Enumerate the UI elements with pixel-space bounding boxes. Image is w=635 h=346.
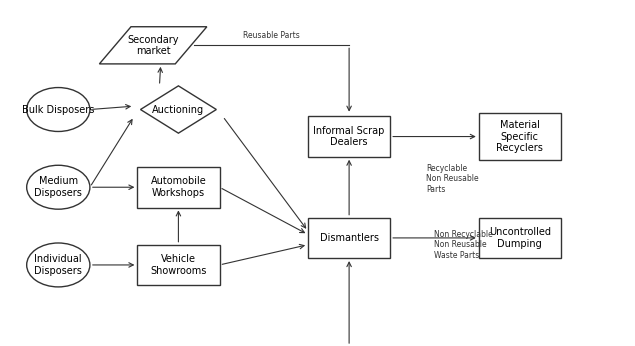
FancyBboxPatch shape xyxy=(308,116,390,157)
FancyBboxPatch shape xyxy=(308,218,390,258)
Text: Uncontrolled
Dumping: Uncontrolled Dumping xyxy=(489,227,551,249)
FancyBboxPatch shape xyxy=(137,245,220,285)
Text: Medium
Disposers: Medium Disposers xyxy=(34,176,82,198)
FancyBboxPatch shape xyxy=(479,113,561,160)
Text: Non Recyclable
Non Reusable
Waste Parts: Non Recyclable Non Reusable Waste Parts xyxy=(434,230,493,260)
FancyBboxPatch shape xyxy=(137,167,220,208)
Text: Secondary
market: Secondary market xyxy=(128,35,179,56)
Text: Vehicle
Showrooms: Vehicle Showrooms xyxy=(150,254,206,276)
FancyBboxPatch shape xyxy=(479,218,561,258)
Text: Dismantlers: Dismantlers xyxy=(319,233,378,243)
Text: Bulk Disposers: Bulk Disposers xyxy=(22,104,95,115)
Text: Recyclable
Non Reusable
Parts: Recyclable Non Reusable Parts xyxy=(426,164,479,194)
Text: Automobile
Workshops: Automobile Workshops xyxy=(150,176,206,198)
Text: Informal Scrap
Dealers: Informal Scrap Dealers xyxy=(314,126,385,147)
Text: Individual
Disposers: Individual Disposers xyxy=(34,254,82,276)
Text: Reusable Parts: Reusable Parts xyxy=(243,31,300,40)
Text: Auctioning: Auctioning xyxy=(152,104,204,115)
Text: Material
Specific
Recyclers: Material Specific Recyclers xyxy=(497,120,544,153)
